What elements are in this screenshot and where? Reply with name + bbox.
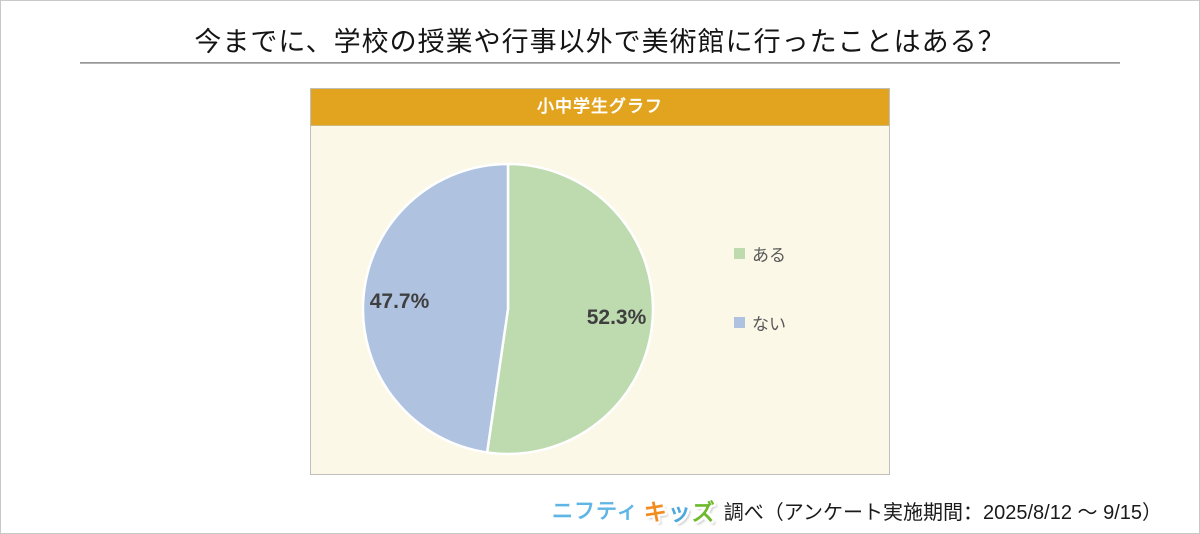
pie-slice-ある — [485, 162, 655, 456]
logo-kids-text: キッズ — [644, 493, 716, 527]
legend-label: ない — [752, 315, 786, 334]
nifty-kids-logo: ニフティ キッズ — [552, 493, 716, 527]
chart-panel-header: 小中学生グラフ — [311, 89, 889, 126]
legend-item-ある: ある — [734, 241, 786, 266]
pie-slice-label: 52.3% — [587, 306, 647, 329]
legend-swatch — [734, 248, 745, 259]
logo-kids-char: キ — [643, 499, 668, 525]
legend-label: ある — [752, 246, 786, 265]
logo-kids-char: ズ — [691, 499, 716, 525]
page-title: 今までに、学校の授業や行事以外で美術館に行ったことはある？ — [194, 27, 1006, 57]
pie-slice-label: 47.7% — [370, 290, 430, 313]
chart-legend: ある ない — [734, 241, 786, 379]
survey-period-text: 調べ（アンケート実施期間：2025/8/12 ～ 9/15） — [723, 501, 1162, 524]
logo-nifty-text: ニフティ — [552, 500, 639, 523]
legend-swatch — [734, 317, 745, 328]
pie-chart: 52.3% 47.7% — [361, 162, 655, 456]
logo-kids-char: ッ — [667, 499, 692, 525]
pie-slice-ない — [361, 162, 510, 454]
legend-item-ない: ない — [734, 310, 786, 335]
title-divider — [80, 62, 1120, 64]
survey-chart-panel: 小中学生グラフ 52.3% 47.7% あるない — [310, 88, 890, 475]
source-footer: ニフティ キッズ 調べ（アンケート実施期間：2025/8/12 ～ 9/15） — [552, 494, 1162, 526]
